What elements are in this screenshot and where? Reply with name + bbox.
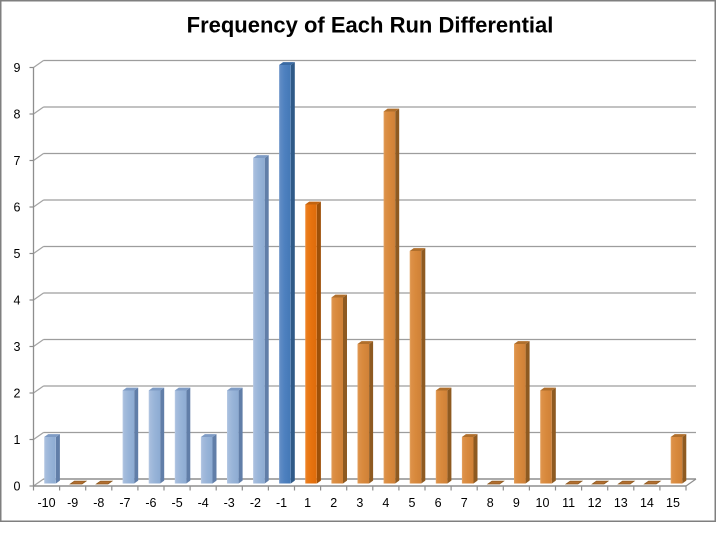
svg-text:5: 5 (409, 496, 416, 510)
svg-text:1: 1 (14, 433, 21, 447)
svg-text:1: 1 (304, 496, 311, 510)
svg-text:15: 15 (666, 496, 680, 510)
svg-text:Frequency of Each Run Differen: Frequency of Each Run Differential (187, 13, 554, 38)
svg-text:7: 7 (14, 154, 21, 168)
svg-text:-3: -3 (224, 496, 235, 510)
svg-text:8: 8 (14, 107, 21, 121)
svg-text:2: 2 (330, 496, 337, 510)
svg-text:12: 12 (588, 496, 602, 510)
svg-text:5: 5 (14, 247, 21, 261)
svg-text:10: 10 (536, 496, 550, 510)
svg-text:6: 6 (14, 200, 21, 214)
svg-text:-1: -1 (276, 496, 287, 510)
svg-text:7: 7 (461, 496, 468, 510)
svg-text:13: 13 (614, 496, 628, 510)
svg-text:4: 4 (14, 293, 21, 307)
svg-text:3: 3 (356, 496, 363, 510)
svg-text:8: 8 (487, 496, 494, 510)
svg-text:-5: -5 (172, 496, 183, 510)
svg-text:-6: -6 (145, 496, 156, 510)
svg-text:11: 11 (562, 496, 575, 510)
svg-text:2: 2 (14, 386, 21, 400)
svg-text:14: 14 (640, 496, 654, 510)
svg-text:-8: -8 (93, 496, 104, 510)
svg-text:-4: -4 (198, 496, 209, 510)
svg-text:9: 9 (513, 496, 520, 510)
svg-text:9: 9 (14, 61, 21, 75)
svg-text:0: 0 (14, 479, 21, 493)
svg-text:-10: -10 (37, 496, 55, 510)
svg-text:3: 3 (14, 340, 21, 354)
svg-text:4: 4 (382, 496, 389, 510)
svg-text:-9: -9 (67, 496, 78, 510)
svg-text:6: 6 (435, 496, 442, 510)
svg-text:-2: -2 (250, 496, 261, 510)
svg-text:-7: -7 (119, 496, 130, 510)
